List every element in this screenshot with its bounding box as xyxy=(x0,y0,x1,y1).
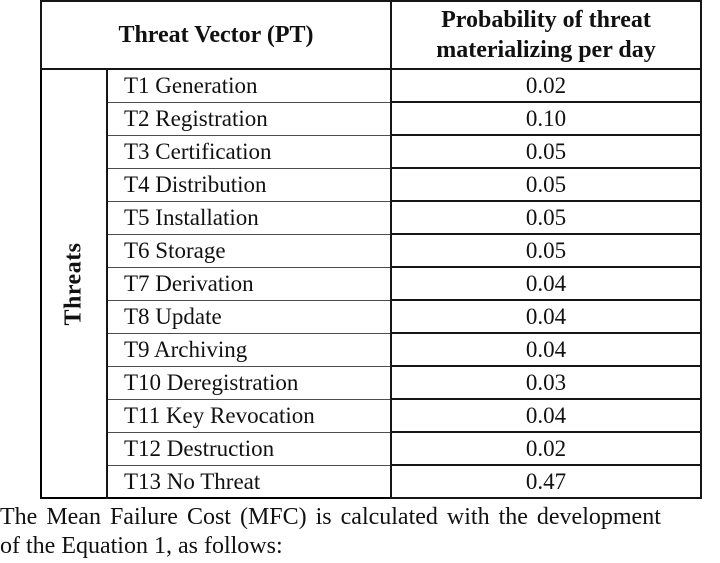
probability-cell: 0.02 xyxy=(390,68,702,103)
threat-name-cell: T7 Derivation xyxy=(106,266,392,301)
table-row: T7 Derivation 0.04 xyxy=(41,266,702,301)
probability-cell: 0.03 xyxy=(390,365,702,400)
threat-name-cell: T9 Archiving xyxy=(106,332,392,367)
table-row: T11 Key Revocation 0.04 xyxy=(41,398,702,433)
threat-name-cell: T4 Distribution xyxy=(106,167,392,202)
probability-cell: 0.05 xyxy=(390,200,702,235)
probability-cell: 0.02 xyxy=(390,431,702,466)
probability-cell: 0.04 xyxy=(390,299,702,334)
threat-name-cell: T5 Installation xyxy=(106,200,392,235)
threat-name-cell: T11 Key Revocation xyxy=(106,398,392,433)
caption-line-2: of the Equation 1, as follows: xyxy=(0,533,283,559)
threat-name-cell: T12 Destruction xyxy=(106,431,392,466)
threat-name-cell: T1 Generation xyxy=(106,68,392,103)
probability-cell: 0.04 xyxy=(390,332,702,367)
probability-cell: 0.05 xyxy=(390,134,702,169)
table-row: T10 Deregistration 0.03 xyxy=(41,365,702,400)
table-row: T2 Registration 0.10 xyxy=(41,101,702,136)
table-row: T8 Update 0.04 xyxy=(41,299,702,334)
header-probability-line1: Probability of threat xyxy=(441,7,651,33)
threat-table-container: Threat Vector (PT) Probability of threat… xyxy=(40,0,702,499)
threat-name-cell: T2 Registration xyxy=(106,101,392,136)
table-row: T5 Installation 0.05 xyxy=(41,200,702,235)
probability-cell: 0.04 xyxy=(390,266,702,301)
table-row: T13 No Threat 0.47 xyxy=(41,464,702,499)
probability-cell: 0.05 xyxy=(390,233,702,268)
table-row: Threats T1 Generation 0.02 xyxy=(41,68,702,498)
threats-axis-label: Threats xyxy=(60,241,87,326)
table-row: T9 Archiving 0.04 xyxy=(41,332,702,367)
probability-cell: 0.04 xyxy=(390,398,702,433)
threat-name-cell: T8 Update xyxy=(106,299,392,334)
probability-cell: 0.10 xyxy=(390,101,702,136)
table-header-row: Threat Vector (PT) Probability of threat… xyxy=(40,0,702,70)
probability-cell: 0.05 xyxy=(390,167,702,202)
threat-name-cell: T6 Storage xyxy=(106,233,392,268)
table-row: T6 Storage 0.05 xyxy=(41,233,702,268)
threat-name-cell: T3 Certification xyxy=(106,134,392,169)
table-row: T3 Certification 0.05 xyxy=(41,134,702,169)
caption-line-1: The Mean Failure Cost (MFC) is calculate… xyxy=(0,504,661,530)
threat-name-cell: T10 Deregistration xyxy=(106,365,392,400)
header-probability-line2: materializing per day xyxy=(436,37,656,63)
threats-axis-cell: Threats xyxy=(41,69,108,498)
header-threat-vector: Threat Vector (PT) xyxy=(40,0,392,70)
table-row: T12 Destruction 0.02 xyxy=(41,431,702,466)
body-paragraph: The Mean Failure Cost (MFC) is calculate… xyxy=(0,503,720,561)
threat-name-cell: T13 No Threat xyxy=(106,464,392,499)
probability-cell: 0.47 xyxy=(390,464,702,499)
table-row: T4 Distribution 0.05 xyxy=(41,167,702,202)
header-probability: Probability of threat materializing per … xyxy=(390,0,702,70)
threat-probability-table: Threat Vector (PT) Probability of threat… xyxy=(40,0,702,499)
